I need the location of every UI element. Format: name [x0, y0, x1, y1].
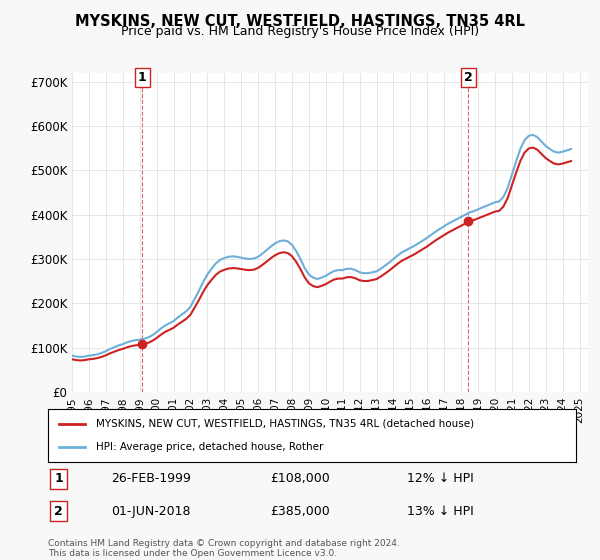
Text: 2: 2 — [464, 71, 473, 84]
Text: Price paid vs. HM Land Registry's House Price Index (HPI): Price paid vs. HM Land Registry's House … — [121, 25, 479, 38]
Text: 13% ↓ HPI: 13% ↓ HPI — [407, 505, 474, 517]
Text: 2: 2 — [54, 505, 63, 517]
Text: Contains HM Land Registry data © Crown copyright and database right 2024.
This d: Contains HM Land Registry data © Crown c… — [48, 539, 400, 558]
Text: 12% ↓ HPI: 12% ↓ HPI — [407, 473, 474, 486]
Text: 1: 1 — [54, 473, 63, 486]
Text: HPI: Average price, detached house, Rother: HPI: Average price, detached house, Roth… — [95, 442, 323, 452]
Text: MYSKINS, NEW CUT, WESTFIELD, HASTINGS, TN35 4RL: MYSKINS, NEW CUT, WESTFIELD, HASTINGS, T… — [75, 14, 525, 29]
Text: 1: 1 — [138, 71, 146, 84]
Text: 01-JUN-2018: 01-JUN-2018 — [112, 505, 191, 517]
Text: MYSKINS, NEW CUT, WESTFIELD, HASTINGS, TN35 4RL (detached house): MYSKINS, NEW CUT, WESTFIELD, HASTINGS, T… — [95, 419, 473, 429]
Text: 26-FEB-1999: 26-FEB-1999 — [112, 473, 191, 486]
Text: £108,000: £108,000 — [270, 473, 329, 486]
Text: £385,000: £385,000 — [270, 505, 329, 517]
